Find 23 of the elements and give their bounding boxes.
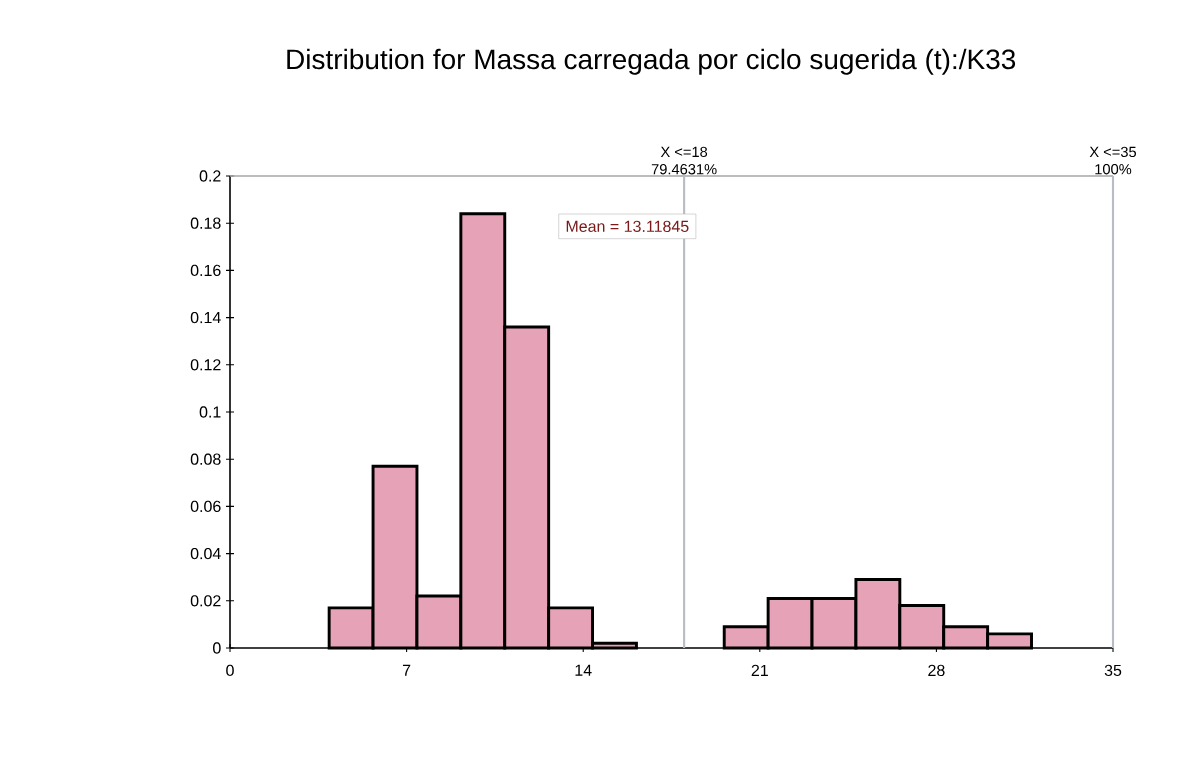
y-tick-label: 0.1	[199, 406, 221, 418]
x-tick-label: 35	[1104, 664, 1122, 677]
annotation: Mean = 13.11845	[566, 220, 689, 233]
x-tick-label: 7	[402, 664, 411, 676]
x-tick-label: 14	[575, 664, 592, 676]
y-tick-label: 0.16	[190, 264, 221, 277]
y-tick-label: 0.02	[190, 595, 221, 607]
x-tick-label: 0	[226, 664, 234, 677]
chart-title: Distribution for Massa carregada por ciclo sugerida (t):/K33	[287, 48, 1016, 75]
y-tick-label: 0	[213, 642, 221, 654]
y-tick-label: 0.2	[199, 170, 221, 182]
annotation: 79.4631%	[651, 164, 717, 175]
y-tick-label: 0.06	[190, 500, 221, 513]
y-tick-label: 0.12	[190, 359, 221, 371]
y-tick-label: 0.18	[190, 217, 221, 229]
x-tick-label: 21	[751, 664, 768, 676]
y-tick-label: 0.14	[190, 311, 221, 324]
ref-line-label: X <=35	[1089, 146, 1137, 158]
y-tick-label: 0.08	[190, 453, 221, 465]
annotation: 100%	[1095, 164, 1132, 175]
x-tick-label: 28	[928, 664, 945, 677]
ref-line-label: X <=18	[660, 146, 708, 158]
y-tick-label: 0.04	[190, 547, 221, 560]
